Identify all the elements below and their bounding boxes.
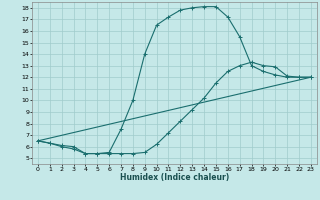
X-axis label: Humidex (Indice chaleur): Humidex (Indice chaleur) xyxy=(120,173,229,182)
